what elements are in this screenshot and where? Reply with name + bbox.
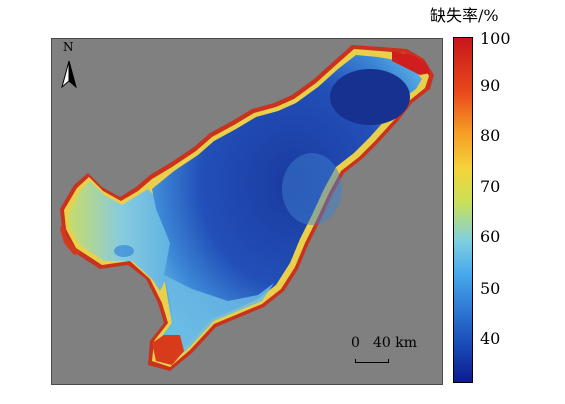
colorbar-tick-40: 40 xyxy=(480,329,501,348)
lake-central-light xyxy=(282,153,342,225)
lake-west-patch xyxy=(114,245,134,257)
colorbar xyxy=(453,37,473,383)
lake-missing-rate-map: N 0 40 km xyxy=(51,38,443,385)
lake-southwest-band xyxy=(160,275,274,361)
colorbar-tick-60: 60 xyxy=(480,227,501,246)
scale-zero-label: 0 xyxy=(351,335,360,351)
lake-shape xyxy=(60,45,434,371)
scale-line xyxy=(355,359,389,363)
colorbar-tick-100: 100 xyxy=(480,29,511,48)
lake-northeast-hotspot xyxy=(392,51,430,75)
colorbar-tick-50: 50 xyxy=(480,279,501,298)
scale-distance-label: 40 km xyxy=(373,335,418,351)
lake-west-lobe xyxy=(68,181,176,291)
north-label: N xyxy=(63,40,74,54)
north-arrow: N xyxy=(60,40,78,89)
scale-bar: 0 40 km xyxy=(350,335,430,365)
lake-northeast-core xyxy=(330,69,410,125)
lake-west-hotspot xyxy=(60,223,82,255)
colorbar-tick-90: 90 xyxy=(480,76,501,95)
north-arrow-icon xyxy=(61,60,77,89)
colorbar-tick-70: 70 xyxy=(480,177,501,196)
colorbar-tick-80: 80 xyxy=(480,126,501,145)
legend-title: 缺失率/% xyxy=(430,6,499,25)
lake-southwest-hotspot xyxy=(152,335,184,365)
